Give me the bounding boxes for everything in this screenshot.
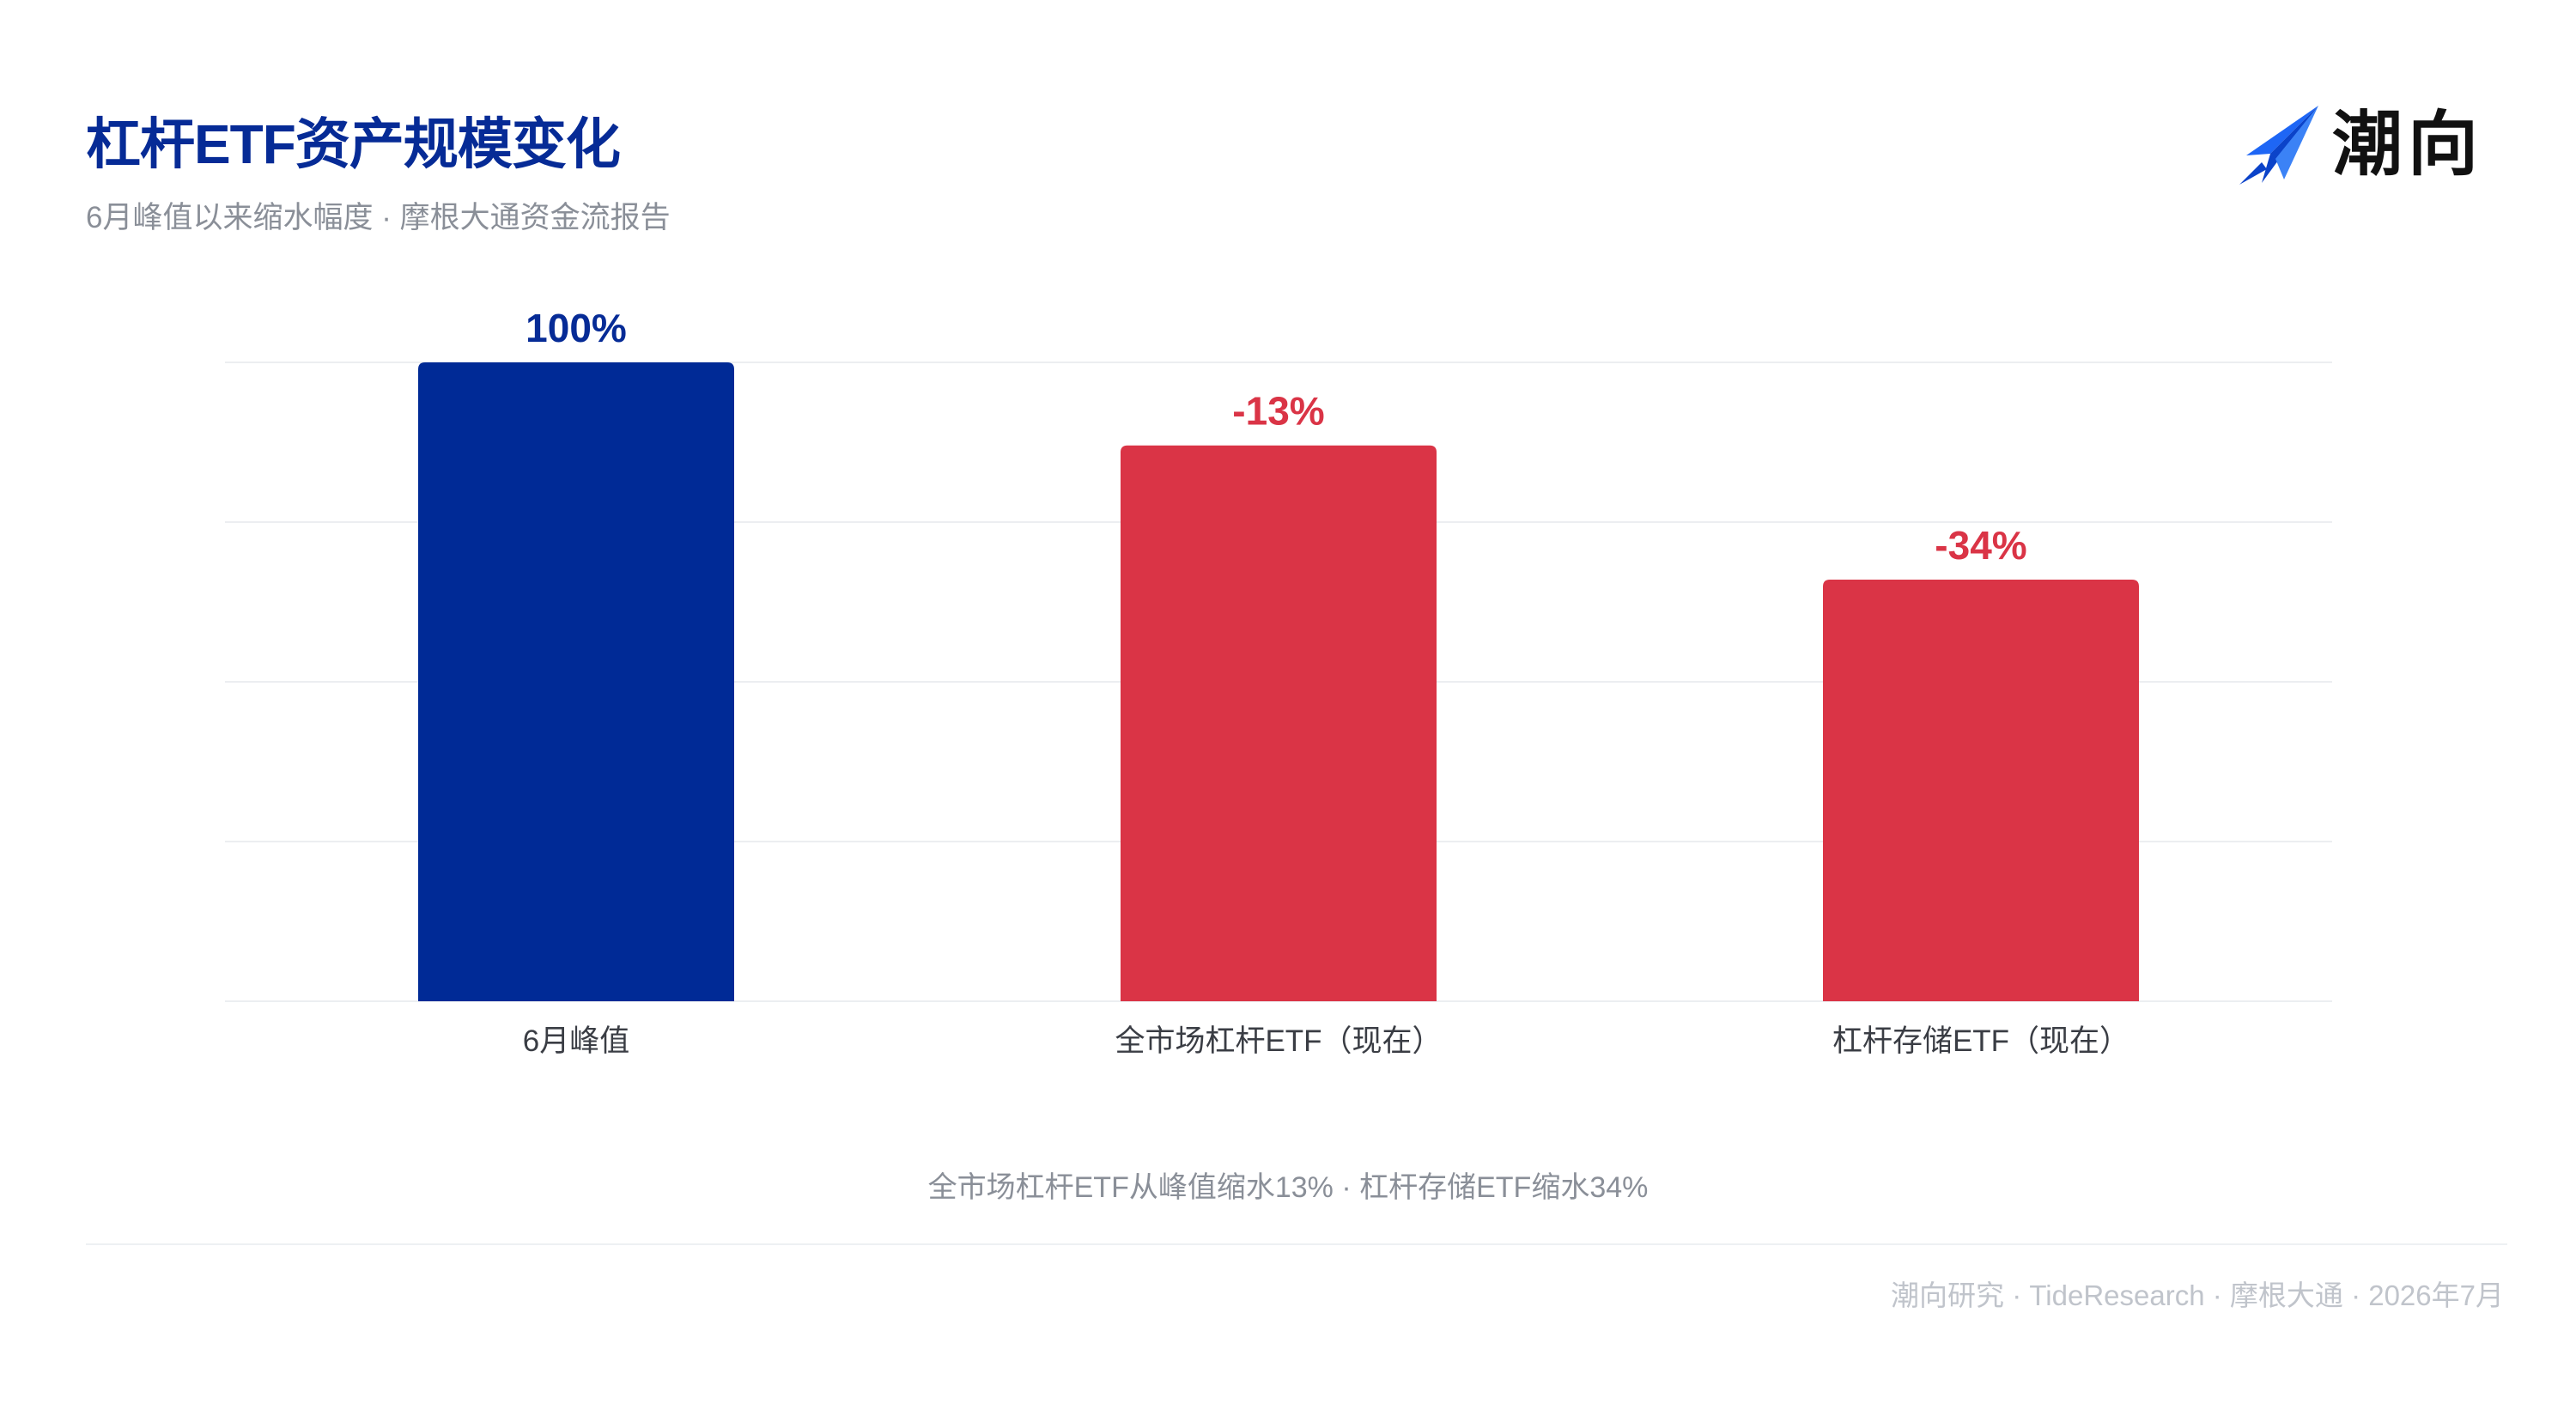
bar-2 (1823, 579, 2139, 1001)
chart-bars (418, 362, 2139, 1001)
page-title: 杠杆ETF资产规模变化 (86, 113, 621, 175)
chart-caption: 全市场杠杆ETF从峰值缩水13% · 杠杆存储ETF缩水34% (927, 1171, 1649, 1204)
bar-value-label: 100% (526, 306, 627, 350)
category-label: 6月峰值 (523, 1024, 629, 1058)
bar-value-label: -34% (1935, 523, 2026, 568)
brand-name: 潮向 (2331, 106, 2483, 184)
category-label: 杠杆存储ETF（现在） (1832, 1024, 2129, 1058)
brand-logo: 潮向 (2236, 101, 2483, 189)
footer-divider (86, 1243, 2507, 1245)
footer-source: 潮向研究 · TideResearch · 摩根大通 · 2026年7月 (1891, 1279, 2504, 1311)
bar-0 (418, 362, 734, 1001)
chart-value-labels: 100% -13% -34% (526, 306, 2027, 568)
paper-plane-icon (2239, 106, 2318, 185)
bar-1 (1121, 445, 1437, 1001)
category-label: 全市场杠杆ETF（现在） (1115, 1024, 1442, 1058)
page-subtitle: 6月峰值以来缩水幅度 · 摩根大通资金流报告 (86, 201, 671, 234)
bar-value-label: -13% (1232, 389, 1324, 434)
chart-category-labels: 6月峰值 全市场杠杆ETF（现在） 杠杆存储ETF（现在） (523, 1024, 2129, 1058)
